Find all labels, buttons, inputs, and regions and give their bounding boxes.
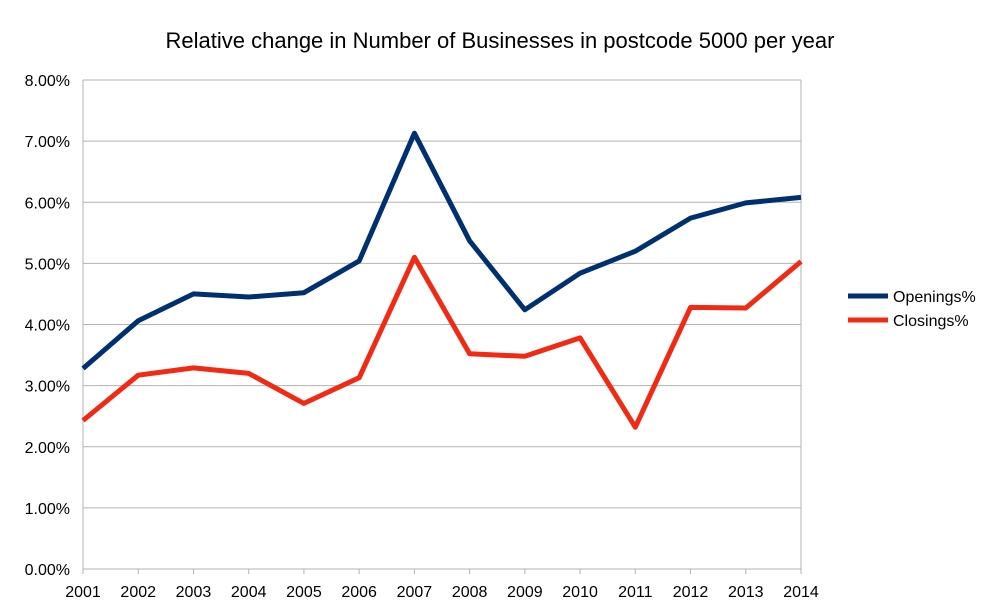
x-tick-label: 2006 xyxy=(341,584,377,601)
x-tick-label: 2008 xyxy=(452,584,488,601)
chart-title: Relative change in Number of Businesses … xyxy=(166,28,835,53)
y-tick-label: 6.00% xyxy=(25,195,70,212)
x-tick-label: 2007 xyxy=(397,584,433,601)
x-tick-label: 2009 xyxy=(507,584,543,601)
legend-label: Closings% xyxy=(893,313,969,330)
y-tick-label: 8.00% xyxy=(25,73,70,90)
y-tick-label: 2.00% xyxy=(25,440,70,457)
series-line-closings- xyxy=(81,254,803,430)
x-tick-label: 2011 xyxy=(618,584,653,601)
y-tick-label: 3.00% xyxy=(25,379,70,396)
y-axis-tick-labels: 0.00% 1.00% 2.00% 3.00% 4.00% 5.00% 6.00% 7.00%… xyxy=(25,73,70,579)
legend-label: Openings% xyxy=(893,289,976,306)
x-tick-label: 2005 xyxy=(286,584,322,601)
y-tick-label: 1.00% xyxy=(25,501,70,518)
series-lines xyxy=(81,130,803,430)
x-tick-label: 2013 xyxy=(728,584,764,601)
gridlines xyxy=(83,79,801,570)
y-tick-label: 4.00% xyxy=(25,318,70,335)
x-tick-label: 2012 xyxy=(673,584,709,601)
y-tick-label: 5.00% xyxy=(25,256,70,273)
x-tick-label: 2002 xyxy=(120,584,156,601)
x-tick-label: 2004 xyxy=(231,584,267,601)
axes xyxy=(82,80,802,574)
x-axis-tick-labels: 2001 2002 2003 2004 2005 2006 2007 2008 2009 2010… xyxy=(65,584,819,601)
x-tick-label: 2003 xyxy=(176,584,212,601)
series-line-openings- xyxy=(81,130,802,371)
x-tick-label: 2001 xyxy=(65,584,101,601)
x-tick-label: 2010 xyxy=(562,584,598,601)
x-tick-label: 2014 xyxy=(783,584,819,601)
y-tick-label: 0.00% xyxy=(25,562,70,579)
legend: Openings% Closings% xyxy=(848,289,976,330)
y-tick-label: 7.00% xyxy=(25,134,70,151)
